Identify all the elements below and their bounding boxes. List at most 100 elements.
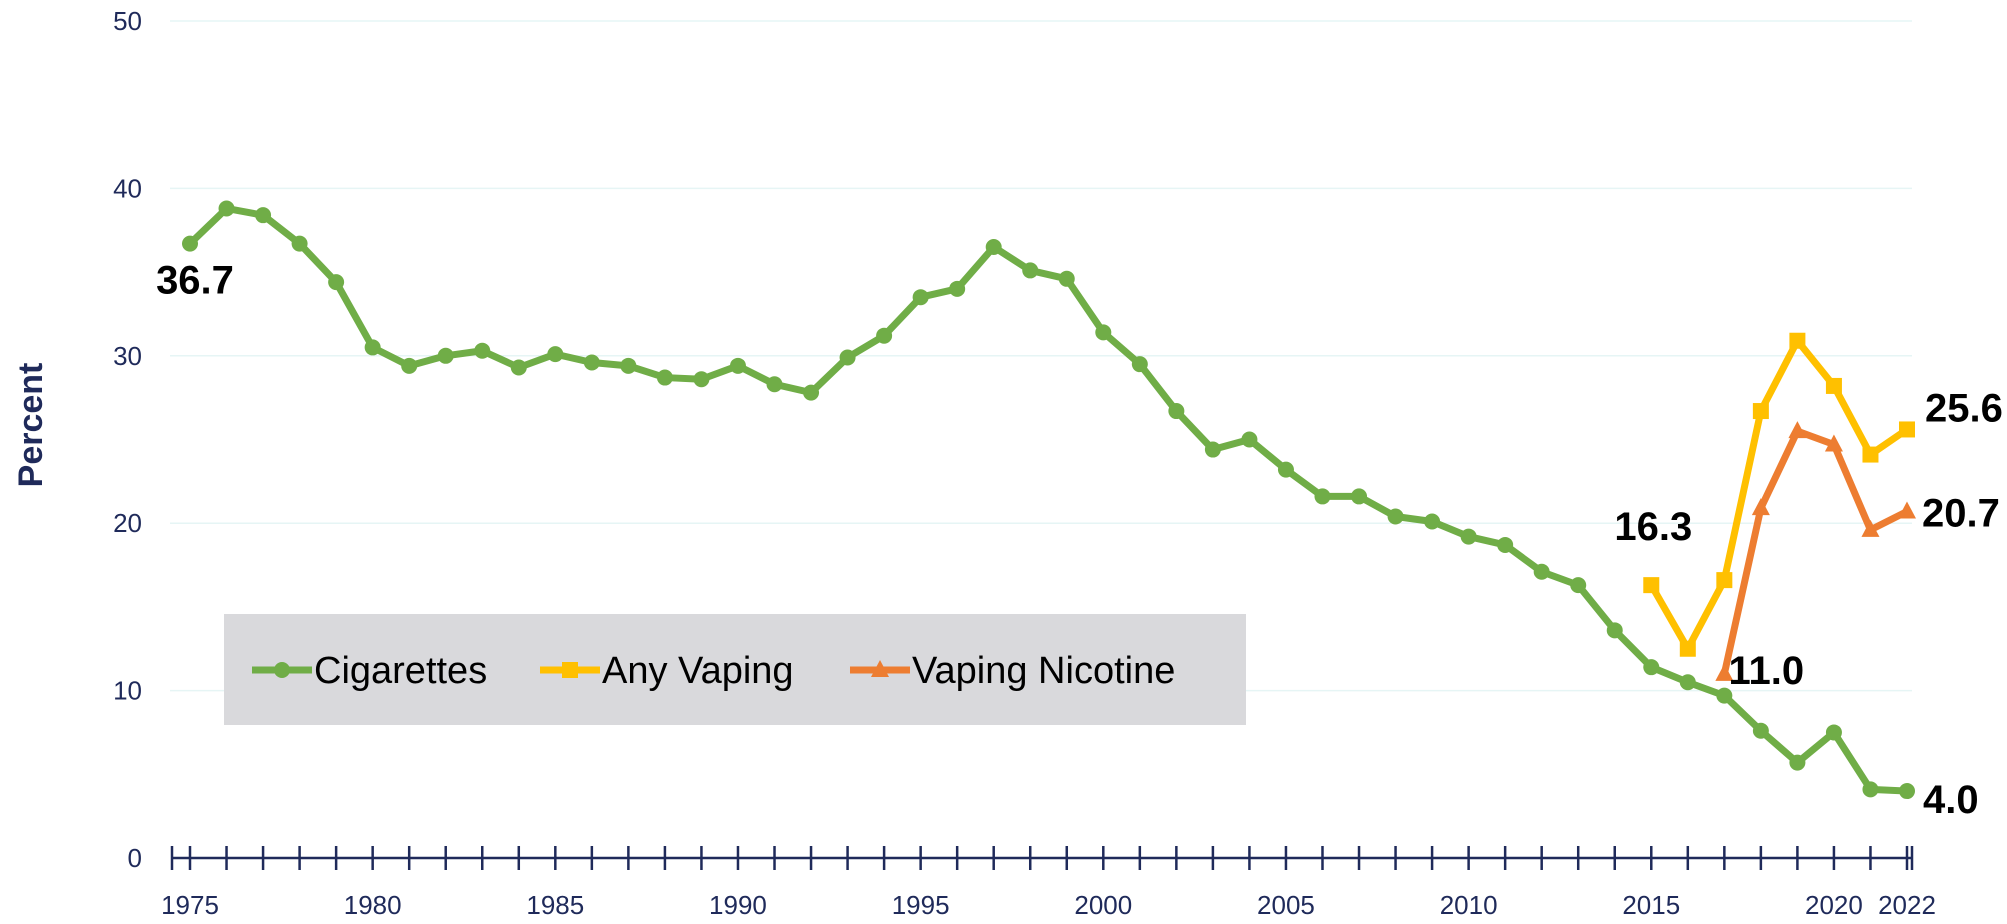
y-tick-label: 50 xyxy=(113,6,142,36)
legend-box xyxy=(224,614,1246,725)
data-point xyxy=(949,280,966,297)
data-point xyxy=(1898,501,1916,519)
legend-item-cigarettes: Cigarettes xyxy=(252,650,487,692)
data-point xyxy=(1168,403,1185,420)
data-point xyxy=(364,339,381,356)
data-point xyxy=(1752,722,1769,739)
x-axis: 1975 1980 1985 1990 1995 2000 2005 2010 2015 2020… xyxy=(161,846,1936,920)
data-point xyxy=(766,376,783,393)
legend-swatch-marker xyxy=(274,662,290,678)
data-point xyxy=(1752,403,1769,420)
data-point xyxy=(1204,441,1221,458)
x-tick-label: 1980 xyxy=(344,890,402,920)
data-label: 36.7 xyxy=(156,259,234,303)
data-point xyxy=(1643,659,1660,676)
data-point xyxy=(182,235,198,252)
data-point xyxy=(474,342,491,359)
data-point xyxy=(985,238,1002,255)
legend-label: Any Vaping xyxy=(602,650,794,692)
data-point xyxy=(1022,262,1039,279)
data-point xyxy=(1788,421,1807,439)
series-any-vaping xyxy=(1643,332,1915,657)
data-point xyxy=(291,235,308,252)
data-label: 4.0 xyxy=(1923,778,1979,822)
data-point xyxy=(1351,488,1368,505)
legend: Cigarettes Any Vaping Vaping Nicotine xyxy=(224,614,1246,725)
data-point xyxy=(218,200,235,217)
data-point xyxy=(437,347,454,364)
y-tick-label: 30 xyxy=(113,341,142,371)
data-point xyxy=(1716,687,1733,704)
data-point xyxy=(839,349,856,366)
data-point xyxy=(620,357,637,374)
y-tick-label: 20 xyxy=(113,508,142,538)
data-point xyxy=(1277,461,1294,478)
data-point xyxy=(1058,270,1075,287)
data-point xyxy=(1789,332,1806,349)
x-tick-label: 2015 xyxy=(1622,890,1680,920)
legend-swatch-marker xyxy=(871,660,889,677)
data-point xyxy=(547,346,564,363)
data-point xyxy=(693,371,710,388)
legend-label: Vaping Nicotine xyxy=(912,650,1175,692)
data-point xyxy=(1533,563,1550,580)
data-point xyxy=(1241,431,1258,448)
data-point xyxy=(912,289,929,306)
data-label: 11.0 xyxy=(1729,649,1805,693)
data-point xyxy=(1861,519,1880,537)
x-tick-label: 2022 xyxy=(1878,890,1936,920)
data-point xyxy=(1824,434,1843,452)
data-point xyxy=(1606,622,1623,639)
y-tick-label: 10 xyxy=(113,676,142,706)
series-line xyxy=(1647,337,1911,653)
data-label: 25.6 xyxy=(1925,386,2003,430)
data-point xyxy=(729,357,746,374)
series-line xyxy=(1720,427,1911,678)
x-tick-label: 2005 xyxy=(1257,890,1315,920)
legend-item-any-vaping: Any Vaping xyxy=(540,650,794,692)
data-point xyxy=(1862,781,1879,798)
legend-label: Cigarettes xyxy=(314,650,487,692)
data-point xyxy=(1825,377,1842,394)
data-point xyxy=(1715,663,1734,681)
legend-item-vaping-nicotine: Vaping Nicotine xyxy=(850,650,1175,692)
data-point xyxy=(328,274,345,291)
data-label: 20.7 xyxy=(1922,491,2000,535)
data-point xyxy=(1643,577,1660,594)
data-point xyxy=(1570,577,1587,594)
legend-swatch-marker xyxy=(562,662,578,678)
data-point xyxy=(1497,536,1514,553)
data-point xyxy=(583,354,600,371)
data-point xyxy=(1862,446,1879,463)
data-point xyxy=(1387,508,1404,525)
data-point xyxy=(1679,640,1696,657)
data-point xyxy=(876,327,893,344)
data-labels: 36.7 16.3 11.0 25.6 20.7 4.0 xyxy=(156,259,2003,822)
data-point xyxy=(1314,488,1331,505)
data-point xyxy=(255,207,272,224)
data-point xyxy=(510,359,527,376)
y-tick-label: 0 xyxy=(128,843,142,873)
data-point xyxy=(803,384,820,401)
data-label: 16.3 xyxy=(1614,505,1692,549)
x-tick-label: 1990 xyxy=(709,890,767,920)
x-tick-label: 2010 xyxy=(1440,890,1498,920)
data-point xyxy=(1899,421,1915,438)
data-point xyxy=(1095,324,1112,341)
data-point xyxy=(1679,674,1696,691)
data-point xyxy=(1899,783,1915,800)
y-axis-label: Percent xyxy=(12,363,50,488)
y-tick-labels: 0 10 20 30 40 50 xyxy=(113,6,142,873)
series-cigarettes xyxy=(182,200,1915,800)
x-tick-label: 2000 xyxy=(1074,890,1132,920)
x-tick-label: 1975 xyxy=(161,890,219,920)
data-point xyxy=(1716,572,1733,589)
series-layer xyxy=(182,200,1916,800)
x-tick-label: 2020 xyxy=(1805,890,1863,920)
data-point xyxy=(1131,356,1148,373)
data-point xyxy=(1424,513,1441,530)
x-tick-label: 1985 xyxy=(526,890,584,920)
x-tick-label: 1995 xyxy=(892,890,950,920)
data-point xyxy=(1789,754,1806,771)
